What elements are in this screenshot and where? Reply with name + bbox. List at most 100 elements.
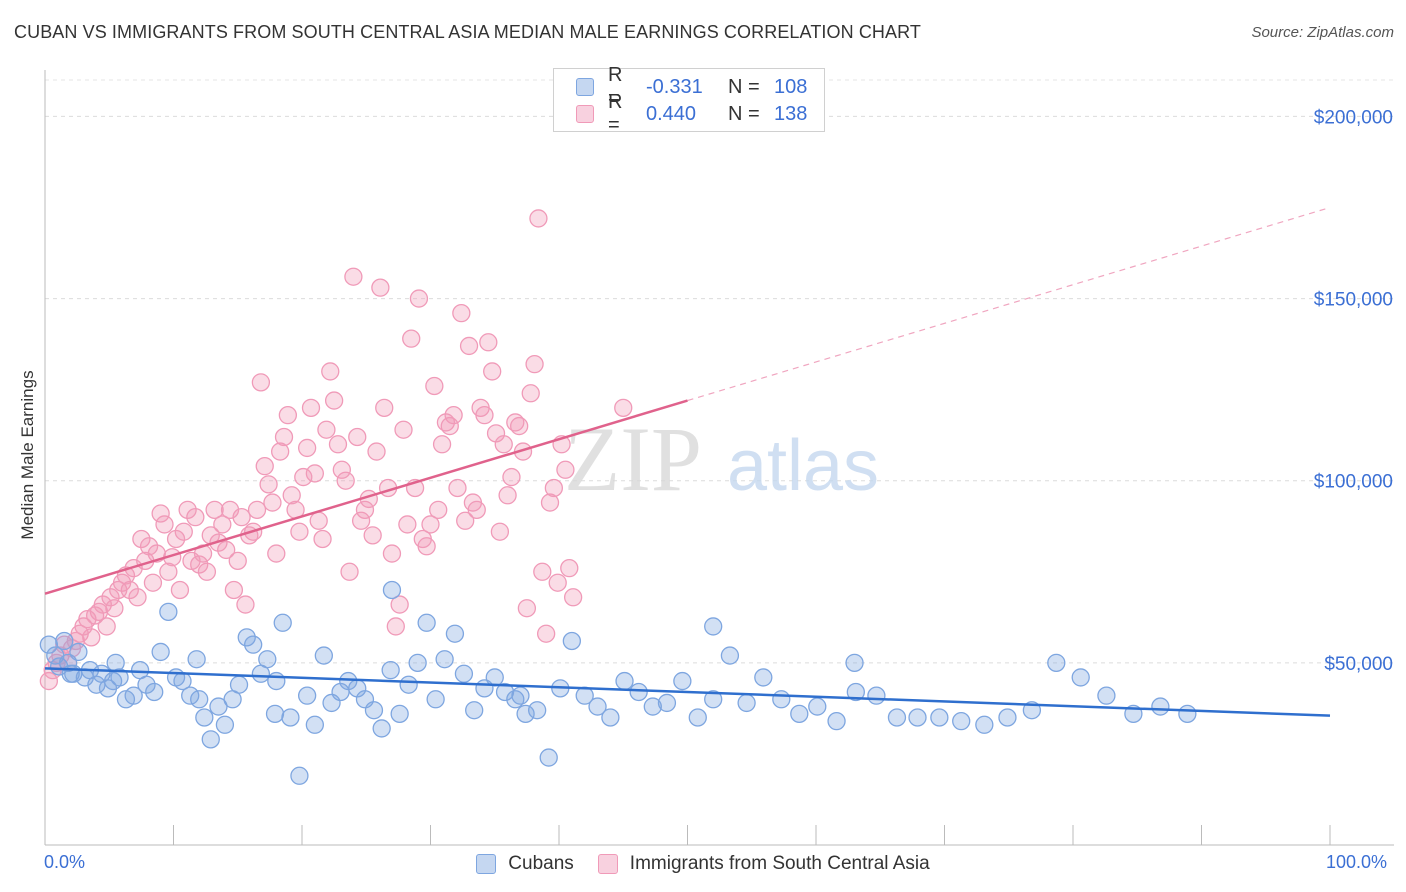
data-point-south-central-asia xyxy=(459,336,479,356)
legend-row-south-central-asia: R = 0.440 N = 138 xyxy=(576,91,807,136)
data-point-cubans xyxy=(511,686,530,705)
data-point-south-central-asia xyxy=(560,558,579,578)
data-point-south-central-asia xyxy=(540,493,560,512)
data-point-south-central-asia xyxy=(421,515,440,534)
data-point-south-central-asia xyxy=(313,529,332,549)
data-point-south-central-asia xyxy=(440,416,459,436)
series-legend: Cubans Immigrants from South Central Asi… xyxy=(0,852,1406,876)
data-point-cubans xyxy=(1097,686,1116,705)
data-point-south-central-asia xyxy=(271,442,290,461)
data-point-cubans xyxy=(408,653,427,673)
data-point-south-central-asia xyxy=(159,562,178,581)
axes xyxy=(44,70,1394,846)
data-point-cubans xyxy=(562,631,581,651)
data-point-south-central-asia xyxy=(363,526,382,545)
data-point-south-central-asia xyxy=(224,580,244,600)
legend-n-label: N = xyxy=(728,75,760,98)
data-point-cubans xyxy=(908,708,927,727)
data-point-south-central-asia xyxy=(544,478,564,498)
data-point-cubans xyxy=(516,704,535,724)
legend-r-value: 0.440 xyxy=(646,102,697,125)
data-point-cubans xyxy=(267,671,286,691)
y-tick-label: $50,000 xyxy=(1324,654,1393,675)
legend-swatch-south-central-asia xyxy=(597,854,618,874)
data-point-south-central-asia xyxy=(475,405,494,425)
trend-line-south-central-asia xyxy=(44,399,688,595)
data-point-cubans xyxy=(190,690,209,709)
data-point-south-central-asia xyxy=(367,442,386,461)
data-point-south-central-asia xyxy=(444,405,463,425)
data-point-south-central-asia xyxy=(483,362,502,381)
data-point-south-central-asia xyxy=(394,420,413,439)
data-point-south-central-asia xyxy=(409,289,429,308)
data-point-cubans xyxy=(704,617,723,636)
data-point-south-central-asia xyxy=(321,362,340,381)
data-point-south-central-asia xyxy=(425,376,444,396)
data-point-south-central-asia xyxy=(132,529,151,549)
data-point-south-central-asia xyxy=(332,460,351,479)
data-point-cubans xyxy=(454,664,474,683)
data-point-south-central-asia xyxy=(178,500,197,520)
data-point-cubans xyxy=(124,686,143,705)
data-point-south-central-asia xyxy=(344,267,363,286)
data-point-south-central-asia xyxy=(259,475,278,494)
data-point-south-central-asia xyxy=(448,478,467,498)
data-point-cubans xyxy=(737,693,756,713)
data-point-cubans xyxy=(485,668,504,687)
data-point-cubans xyxy=(846,682,865,702)
data-point-south-central-asia xyxy=(101,588,120,607)
legend-item-cubans[interactable]: Cubans xyxy=(476,853,574,875)
data-point-cubans xyxy=(867,686,886,705)
data-point-south-central-asia xyxy=(170,580,190,600)
y-tick-label: $100,000 xyxy=(1314,472,1393,493)
data-point-south-central-asia xyxy=(328,435,348,454)
data-point-cubans xyxy=(244,635,263,654)
data-point-south-central-asia xyxy=(105,599,124,618)
data-point-south-central-asia xyxy=(556,460,575,479)
data-point-south-central-asia xyxy=(205,500,224,520)
data-point-cubans xyxy=(615,671,634,691)
data-point-south-central-asia xyxy=(263,493,282,512)
data-point-cubans xyxy=(364,701,384,720)
data-point-south-central-asia xyxy=(336,471,355,490)
data-point-cubans xyxy=(281,708,300,727)
data-point-south-central-asia xyxy=(390,595,409,614)
data-point-south-central-asia xyxy=(429,500,448,520)
data-point-cubans xyxy=(110,668,129,687)
source-credit: Source: ZipAtlas.com xyxy=(1251,24,1394,41)
data-point-south-central-asia xyxy=(375,398,394,418)
data-point-cubans xyxy=(55,631,74,651)
legend-swatch-cubans xyxy=(476,854,497,874)
data-point-south-central-asia xyxy=(614,398,633,418)
data-point-south-central-asia xyxy=(398,515,417,534)
data-point-cubans xyxy=(39,635,59,654)
data-point-cubans xyxy=(629,682,648,702)
data-point-cubans xyxy=(297,686,317,705)
data-point-cubans xyxy=(1047,653,1066,673)
data-point-cubans xyxy=(435,650,454,669)
data-point-south-central-asia xyxy=(382,544,402,563)
data-point-south-central-asia xyxy=(498,486,517,505)
data-point-south-central-asia xyxy=(479,333,498,352)
data-point-south-central-asia xyxy=(301,398,321,418)
data-point-cubans xyxy=(201,730,220,749)
data-point-south-central-asia xyxy=(93,595,112,614)
y-tick-labels: $200,000 $150,000 $100,000 $50,000 xyxy=(1314,107,1393,674)
data-point-cubans xyxy=(688,708,707,727)
data-point-south-central-asia xyxy=(305,464,325,483)
data-point-cubans xyxy=(106,653,125,673)
data-point-south-central-asia xyxy=(174,522,193,541)
data-point-south-central-asia xyxy=(228,551,247,571)
data-point-cubans xyxy=(258,650,277,669)
data-point-south-central-asia xyxy=(386,617,405,636)
data-point-cubans xyxy=(151,642,170,662)
legend-item-south-central-asia[interactable]: Immigrants from South Central Asia xyxy=(597,853,930,875)
data-point-cubans xyxy=(390,704,409,724)
data-point-cubans xyxy=(704,690,723,709)
data-point-cubans xyxy=(290,766,309,785)
data-point-south-central-asia xyxy=(197,562,217,581)
data-point-cubans xyxy=(159,602,178,622)
legend-label-cubans: Cubans xyxy=(508,853,574,874)
legend-row-cubans: R = -0.331 N = 108 xyxy=(576,64,807,109)
